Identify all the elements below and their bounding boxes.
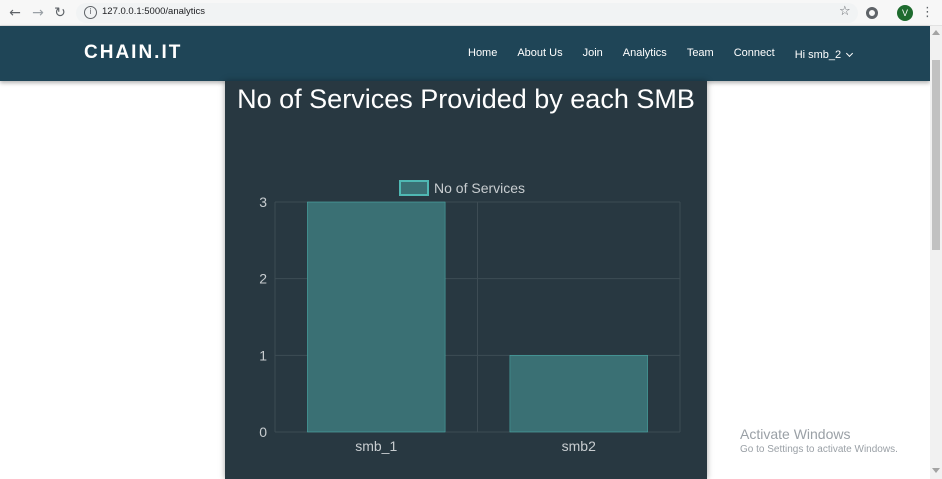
chart-bars: [307, 201, 648, 433]
y-axis-ticks: 0 1 2 3: [259, 194, 267, 440]
watermark-subtitle: Go to Settings to activate Windows.: [740, 444, 898, 455]
scroll-up-arrow-icon[interactable]: [932, 30, 940, 35]
site-navbar: CHAIN.IT Home About Us Join Analytics Te…: [0, 26, 930, 81]
user-menu[interactable]: Hi smb_2: [794, 47, 854, 63]
site-info-icon[interactable]: i: [84, 6, 97, 19]
nav-link-team[interactable]: Team: [686, 47, 714, 59]
profile-avatar[interactable]: V: [897, 5, 913, 21]
back-arrow-icon[interactable]: ←: [9, 5, 21, 21]
address-bar-url[interactable]: 127.0.0.1:5000/analytics: [102, 6, 205, 17]
services-bar-chart: No of Services 0 1 2 3 smb_1 smb2: [259, 180, 681, 454]
chart-title: No of Services Provided by each SMB: [237, 84, 695, 114]
activate-windows-watermark: Activate Windows Go to Settings to activ…: [740, 426, 898, 455]
legend-label[interactable]: No of Services: [434, 180, 525, 196]
watermark-title: Activate Windows: [740, 426, 851, 442]
scroll-down-arrow-icon[interactable]: [932, 468, 940, 473]
x-axis-ticks: smb_1 smb2: [355, 438, 596, 454]
bookmark-star-icon[interactable]: ☆: [839, 4, 851, 19]
forward-arrow-icon[interactable]: →: [32, 5, 44, 21]
browser-menu-icon[interactable]: ⋮: [921, 5, 934, 20]
nav-link-home[interactable]: Home: [468, 47, 498, 59]
nav-link-connect[interactable]: Connect: [733, 47, 775, 59]
chart-legend: No of Services: [399, 180, 525, 196]
chevron-down-icon: [846, 49, 854, 58]
nav-links: Home About Us Join Analytics Team Connec…: [468, 47, 854, 63]
page-scrollbar[interactable]: [930, 26, 942, 479]
y-tick-label: 2: [259, 271, 267, 287]
legend-swatch[interactable]: [399, 180, 429, 196]
nav-link-join[interactable]: Join: [582, 47, 603, 59]
y-tick-label: 0: [259, 424, 267, 440]
extension-icon[interactable]: [866, 7, 878, 19]
bar-smb_1[interactable]: [307, 201, 446, 433]
bar-smb2[interactable]: [509, 355, 648, 433]
scroll-thumb[interactable]: [932, 60, 940, 250]
y-tick-label: 3: [259, 194, 267, 210]
x-tick-label: smb_1: [355, 438, 397, 454]
y-tick-label: 1: [259, 347, 267, 363]
address-bar[interactable]: i 127.0.0.1:5000/analytics ☆: [76, 3, 858, 23]
nav-link-about-us[interactable]: About Us: [517, 47, 563, 59]
reload-icon[interactable]: ↻: [54, 5, 66, 21]
user-menu-label: Hi smb_2: [794, 49, 842, 61]
x-tick-label: smb2: [562, 438, 596, 454]
brand-logo[interactable]: CHAIN.IT: [84, 42, 183, 63]
browser-toolbar: ← → ↻ i 127.0.0.1:5000/analytics ☆ V ⋮: [0, 0, 942, 26]
nav-link-analytics[interactable]: Analytics: [622, 47, 667, 59]
